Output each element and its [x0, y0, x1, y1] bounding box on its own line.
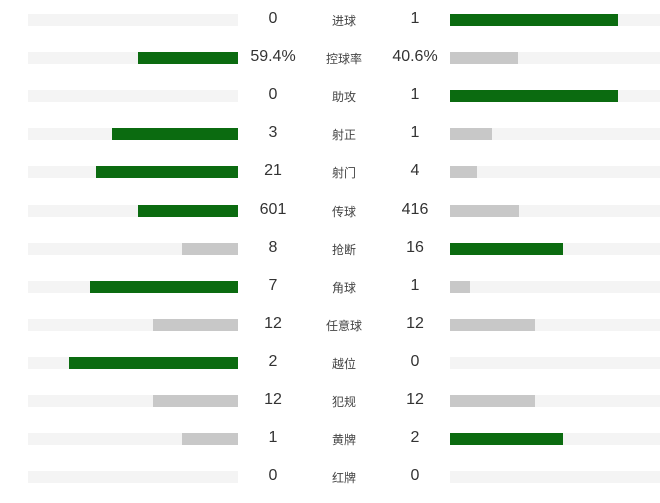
home-bar-fill	[89, 280, 238, 293]
away-bar-fill	[450, 280, 470, 293]
away-bar-fill	[450, 204, 520, 217]
stat-label: 犯规	[331, 395, 356, 409]
home-bar-track	[28, 318, 238, 331]
away-bar-track	[450, 90, 660, 103]
stat-row: 7 角球 1	[0, 268, 660, 306]
home-bar-fill	[68, 356, 238, 369]
away-value: 1	[410, 10, 420, 27]
home-bar-fill	[96, 166, 238, 179]
stat-row: 59.4% 控球率 40.6%	[0, 39, 660, 77]
away-bar-fill	[450, 242, 563, 255]
away-bar-track	[450, 280, 660, 293]
away-bar-fill	[450, 395, 536, 407]
away-value: 416	[401, 200, 429, 218]
home-bar-track	[28, 52, 238, 65]
stat-label: 任意球	[325, 318, 362, 333]
home-bar-fill	[152, 395, 238, 407]
stat-label: 抢断	[331, 242, 356, 257]
away-value: 2	[410, 429, 420, 447]
stat-label: 传球	[331, 204, 356, 219]
stat-label: 红牌	[331, 471, 356, 486]
home-value: 12	[264, 391, 282, 408]
away-bar-fill	[450, 52, 519, 65]
away-bar-track	[450, 356, 660, 369]
home-bar-track	[28, 204, 238, 217]
away-bar-fill	[450, 318, 536, 331]
away-value: 40.6%	[392, 48, 438, 66]
stat-row: 8 抢断 16	[0, 230, 660, 268]
away-bar-track	[450, 204, 660, 217]
home-value: 12	[264, 314, 282, 332]
away-value: 4	[410, 162, 420, 180]
home-value: 2	[268, 352, 278, 370]
away-value: 0	[410, 352, 420, 370]
stat-row: 12 犯规 12	[0, 382, 660, 420]
away-bar-track	[450, 52, 660, 65]
away-value: 16	[406, 238, 424, 256]
stat-row: 0 进球 1	[0, 1, 660, 39]
stat-row: 21 射门 4	[0, 153, 660, 191]
home-bar-fill	[181, 242, 238, 255]
stat-label: 控球率	[325, 52, 362, 67]
away-bar-track	[450, 471, 660, 484]
away-bar-fill	[450, 128, 492, 141]
home-bar-fill	[138, 52, 238, 65]
stat-label: 射正	[331, 128, 356, 143]
away-bar-track	[450, 395, 660, 407]
away-bar-track	[450, 433, 660, 446]
home-bar-fill	[181, 433, 238, 446]
home-value: 0	[268, 86, 278, 104]
stat-label: 角球	[331, 280, 356, 295]
away-bar-track	[450, 14, 660, 26]
home-value: 59.4%	[250, 48, 296, 66]
home-value: 0	[268, 10, 278, 27]
stat-row: 0 红牌 0	[0, 458, 660, 496]
stat-label: 黄牌	[331, 433, 356, 448]
stat-label: 助攻	[331, 90, 356, 105]
away-value: 12	[406, 314, 424, 332]
home-bar-track	[28, 90, 238, 103]
home-bar-track	[28, 280, 238, 293]
away-bar-fill	[450, 90, 618, 103]
stat-label: 越位	[331, 356, 356, 371]
home-bar-track	[28, 166, 238, 179]
stat-row: 3 射正 1	[0, 115, 660, 153]
away-value: 1	[410, 124, 420, 142]
home-bar-fill	[138, 204, 238, 217]
home-value: 3	[268, 124, 278, 142]
away-bar-fill	[450, 14, 618, 26]
stat-row: 2 越位 0	[0, 344, 660, 382]
home-value: 21	[264, 162, 282, 180]
home-bar-track	[28, 128, 238, 141]
away-bar-track	[450, 318, 660, 331]
home-bar-track	[28, 471, 238, 484]
home-value: 1	[268, 429, 278, 447]
home-value: 601	[259, 200, 287, 218]
stat-row: 601 传球 416	[0, 192, 660, 230]
away-value: 12	[406, 391, 424, 408]
away-bar-fill	[450, 433, 563, 446]
away-value: 0	[410, 467, 420, 485]
home-bar-fill	[112, 128, 238, 141]
away-bar-track	[450, 166, 660, 179]
home-bar-track	[28, 356, 238, 369]
home-bar-track	[28, 242, 238, 255]
home-bar-track	[28, 433, 238, 446]
away-bar-fill	[450, 166, 477, 179]
home-bar-track	[28, 395, 238, 407]
away-bar-track	[450, 242, 660, 255]
home-value: 7	[268, 276, 278, 294]
stat-row: 1 黄牌 2	[0, 420, 660, 458]
stat-row: 0 助攻 1	[0, 77, 660, 115]
home-value: 8	[268, 238, 278, 256]
away-value: 1	[410, 276, 420, 294]
stat-label: 射门	[331, 166, 356, 181]
away-bar-track	[450, 128, 660, 141]
stat-row: 12 任意球 12	[0, 306, 660, 344]
home-bar-track	[28, 14, 238, 26]
home-bar-fill	[152, 318, 238, 331]
home-value: 0	[268, 467, 278, 485]
away-value: 1	[410, 86, 420, 104]
stat-label: 进球	[331, 14, 356, 28]
